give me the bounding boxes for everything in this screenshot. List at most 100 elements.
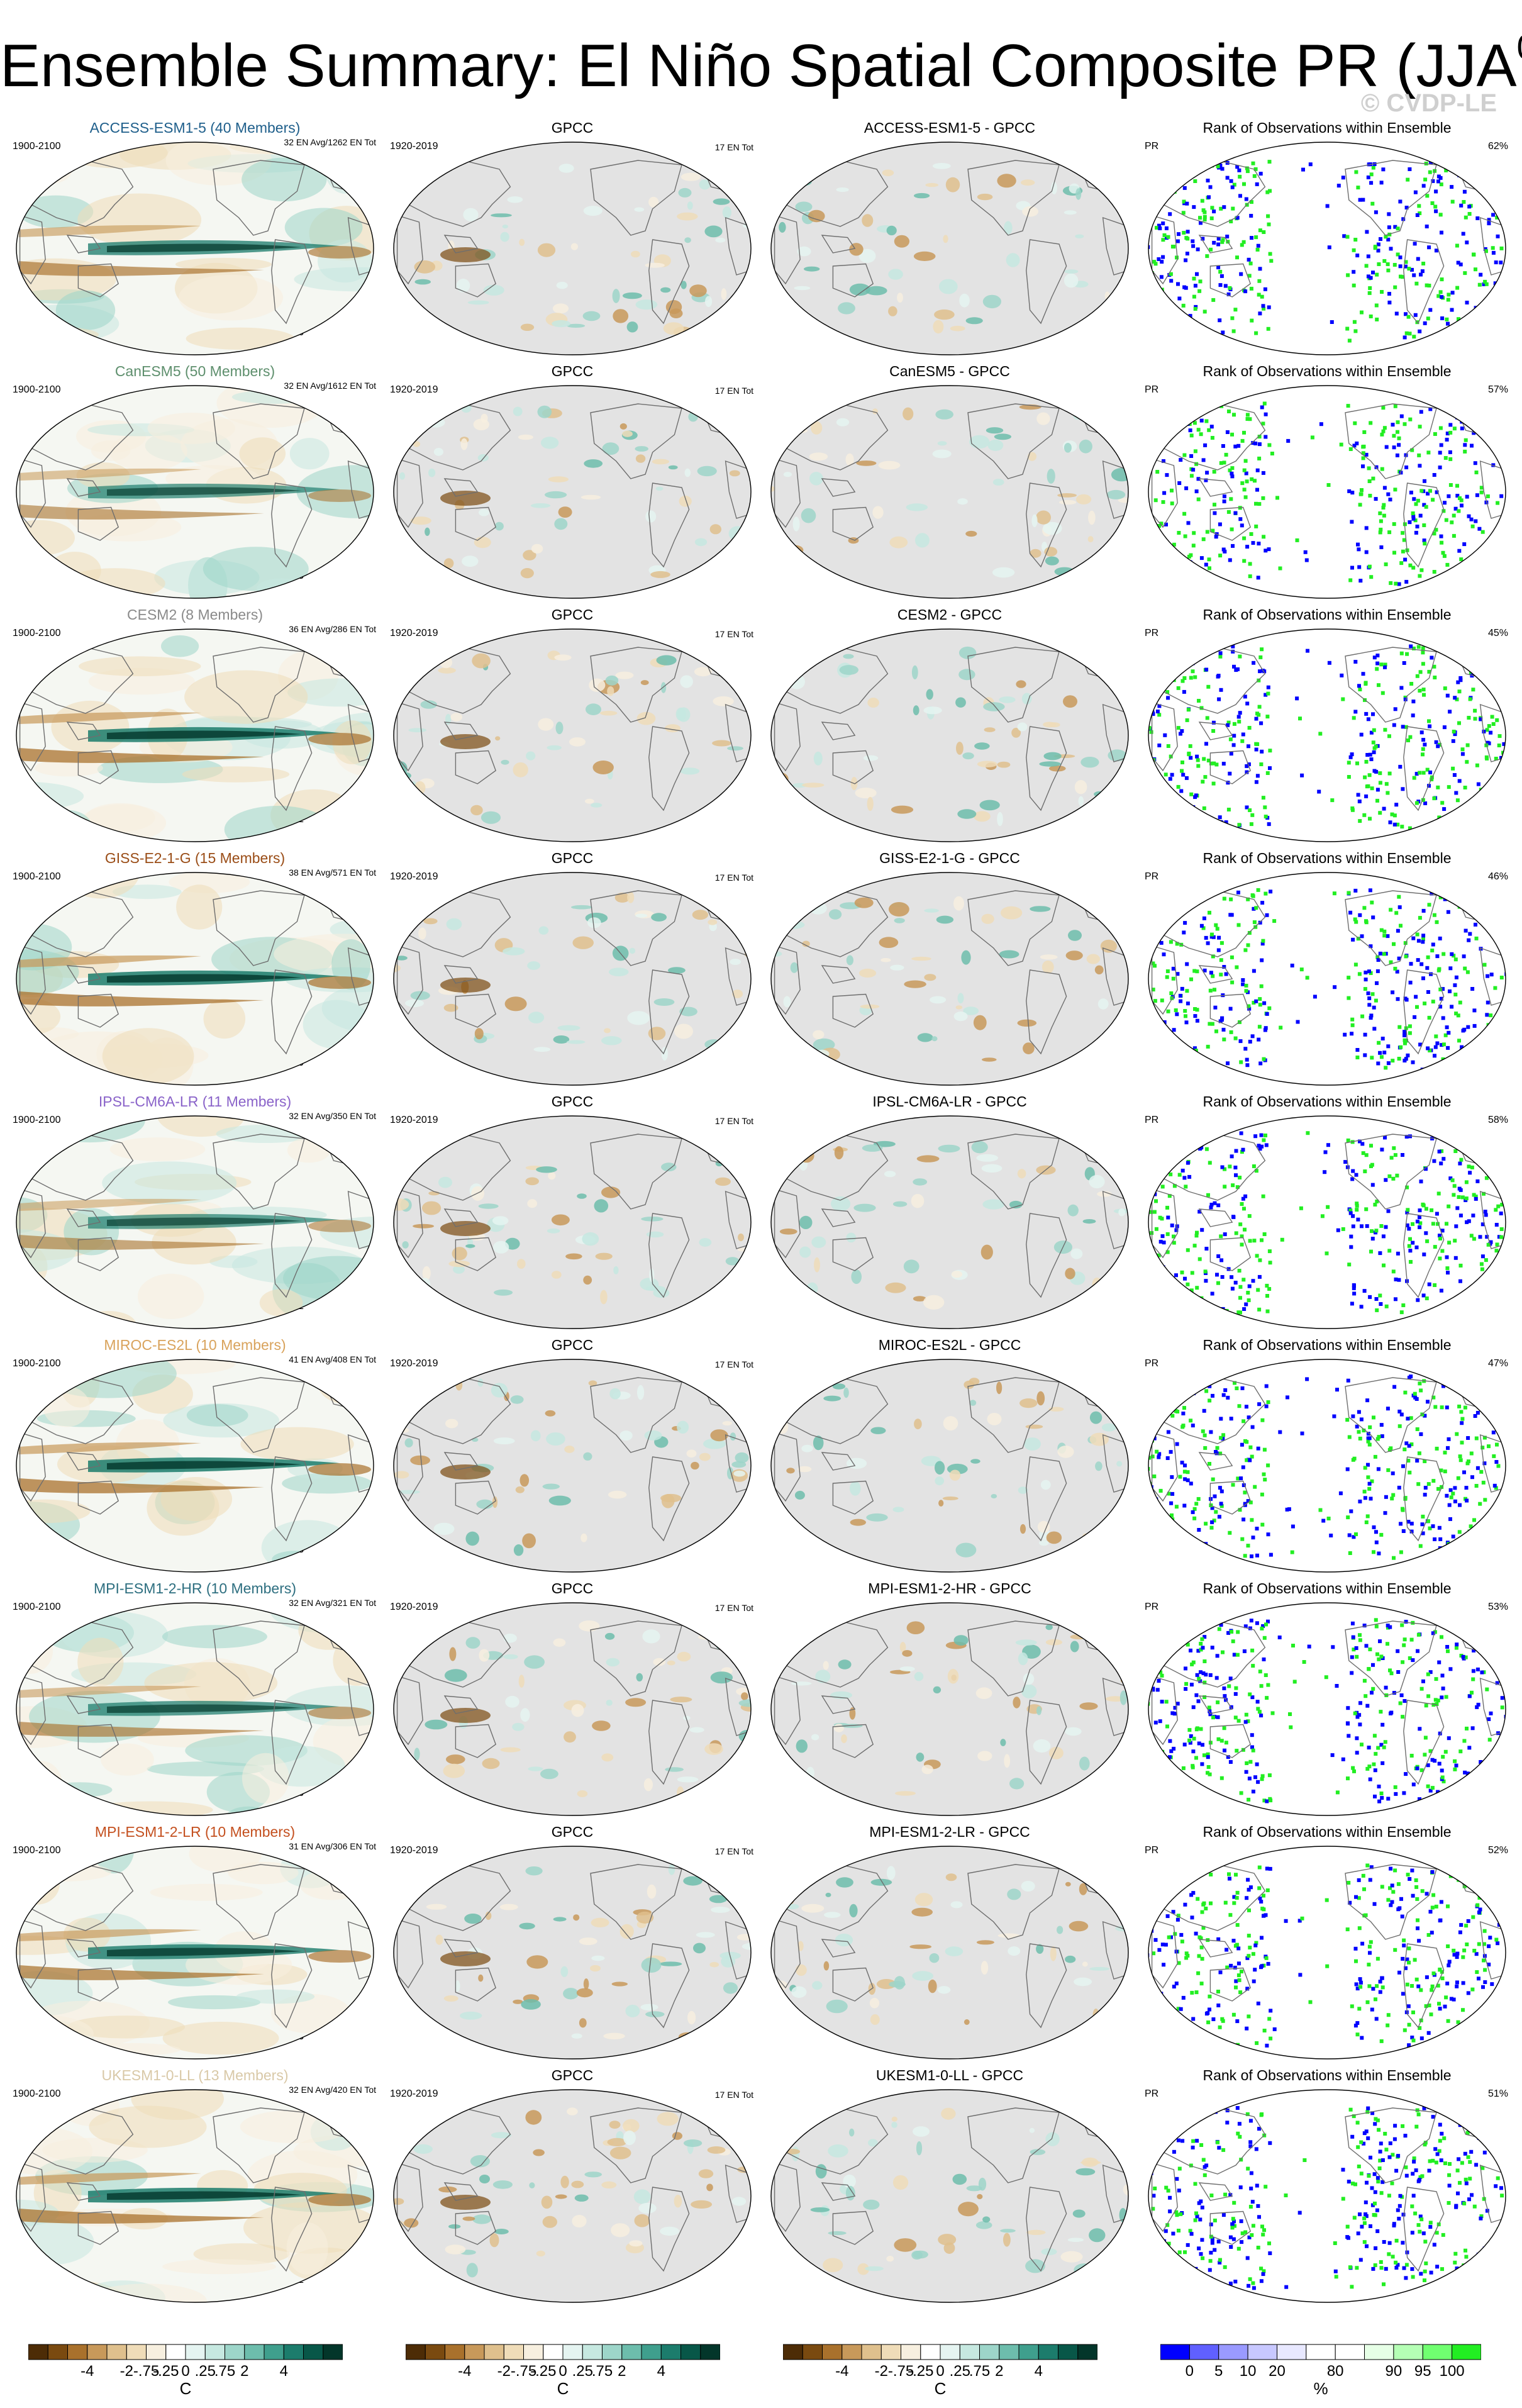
rank-cell	[1438, 2007, 1442, 2011]
rank-cell	[1168, 777, 1172, 781]
land-anomaly	[855, 788, 877, 799]
rank-cell	[1466, 1991, 1470, 1995]
land-anomaly	[449, 1647, 457, 1661]
rank-cell	[1167, 1755, 1172, 1759]
rank-cell	[1355, 1048, 1360, 1052]
rank-cell	[1256, 1707, 1260, 1711]
land-anomaly	[609, 1388, 621, 1400]
period-label: 1920-2019	[390, 1602, 438, 1612]
rank-cell	[1228, 1676, 1233, 1681]
anomaly-patch	[160, 1477, 233, 1521]
dry-patch-atlantic	[308, 1220, 371, 1232]
rank-cell	[1496, 1395, 1500, 1399]
land-anomaly	[1031, 514, 1038, 527]
land-anomaly	[1126, 1028, 1128, 1040]
rank-cell	[1505, 1417, 1506, 1422]
rank-cell	[1408, 1656, 1412, 1660]
rank-cell	[1348, 1208, 1353, 1213]
rank-cell	[1268, 749, 1272, 753]
rank-cell	[1231, 206, 1235, 211]
rank-cell	[1374, 744, 1378, 749]
rank-cell	[1268, 1261, 1272, 1265]
rank-cell	[1215, 1273, 1219, 1277]
land-anomaly	[645, 510, 657, 523]
rank-cell	[1347, 1533, 1352, 1537]
rank-cell	[1162, 2003, 1166, 2007]
rank-cell	[1254, 906, 1258, 910]
rank-cell	[1148, 1898, 1153, 1902]
rank-cell	[1401, 531, 1405, 535]
rank-cell	[1247, 2014, 1251, 2019]
rank-cell	[1440, 2037, 1445, 2042]
rank-cell	[1358, 1722, 1362, 1727]
rank-cell	[1176, 2007, 1180, 2011]
rank-cell	[1503, 208, 1506, 213]
rank-cell	[1418, 1221, 1423, 1225]
period-label: 1920-2019	[390, 1845, 438, 1856]
rank-cell	[1368, 888, 1372, 893]
rank-cell	[1326, 1205, 1330, 1209]
rank-cell	[1423, 542, 1427, 546]
rank-cell	[1169, 991, 1174, 995]
rank-cell	[1260, 294, 1264, 299]
rank-cell	[1392, 1556, 1396, 1560]
rank-cell	[1219, 688, 1223, 692]
rank-cell	[1194, 462, 1199, 466]
rank-cell	[1191, 1312, 1195, 1317]
land-anomaly	[802, 940, 810, 947]
rank-cell	[1399, 651, 1404, 655]
rank-cell	[1289, 1725, 1293, 1729]
rank-cell	[1230, 466, 1235, 471]
rank-cell	[1496, 1204, 1501, 1208]
rank-cell	[1497, 1307, 1502, 1312]
rank-cell	[1163, 1312, 1167, 1317]
land-anomaly	[794, 286, 811, 291]
rank-cell	[1219, 1504, 1224, 1508]
dry-maritime-continent	[440, 491, 491, 506]
rank-cell	[1216, 2004, 1221, 2007]
rank-cell	[1235, 255, 1239, 260]
continent-outline	[271, 726, 313, 811]
rank-cell	[1440, 1405, 1444, 1410]
rank-cell	[1486, 1656, 1491, 1661]
land-anomaly	[482, 1758, 500, 1770]
rank-cell	[1302, 1660, 1306, 1664]
rank-cell	[1188, 820, 1192, 824]
rank-cell	[1367, 1436, 1372, 1441]
rank-cell	[1364, 711, 1369, 716]
rank-cell	[1182, 231, 1186, 235]
land-anomaly	[1075, 188, 1082, 200]
rank-cell	[1267, 2017, 1272, 2021]
rank-cell	[1224, 452, 1228, 457]
continent-outline	[590, 1620, 682, 1697]
rank-cell	[1200, 1910, 1204, 1914]
rank-cell	[1225, 1965, 1230, 1970]
rank-cell	[1421, 1293, 1426, 1298]
rank-cell	[1453, 167, 1457, 170]
rank-cell	[1408, 1024, 1412, 1028]
land-anomaly	[826, 1999, 848, 2014]
land-anomaly	[1013, 1697, 1021, 1708]
rank-cell	[1260, 1418, 1265, 1422]
rank-cell	[1465, 970, 1470, 974]
rank-cell	[1203, 775, 1208, 779]
rank-cell	[1463, 1382, 1467, 1386]
rank-cell	[1379, 928, 1384, 932]
rank-cell	[1245, 417, 1250, 421]
rank-cell	[1359, 492, 1364, 496]
rank-cell	[1394, 1297, 1397, 1302]
rank-cell	[1411, 1222, 1414, 1226]
rank-cell	[1411, 2010, 1415, 2015]
rank-cell	[1148, 1981, 1151, 1985]
rank-cell	[1229, 179, 1233, 183]
rank-cell	[1241, 982, 1245, 986]
rank-cell	[1500, 1705, 1504, 1710]
rank-cell	[1234, 1149, 1238, 1153]
land-anomaly	[689, 1727, 704, 1733]
panel-model-4: GISS-E2-1-G (15 Members) 1900-2100 38 EN A…	[13, 850, 390, 1092]
rank-cell	[1492, 649, 1496, 653]
rank-cell	[1278, 566, 1282, 571]
rank-cell	[1349, 1509, 1353, 1513]
land-anomaly	[1021, 179, 1035, 186]
rank-cell	[1192, 328, 1196, 332]
